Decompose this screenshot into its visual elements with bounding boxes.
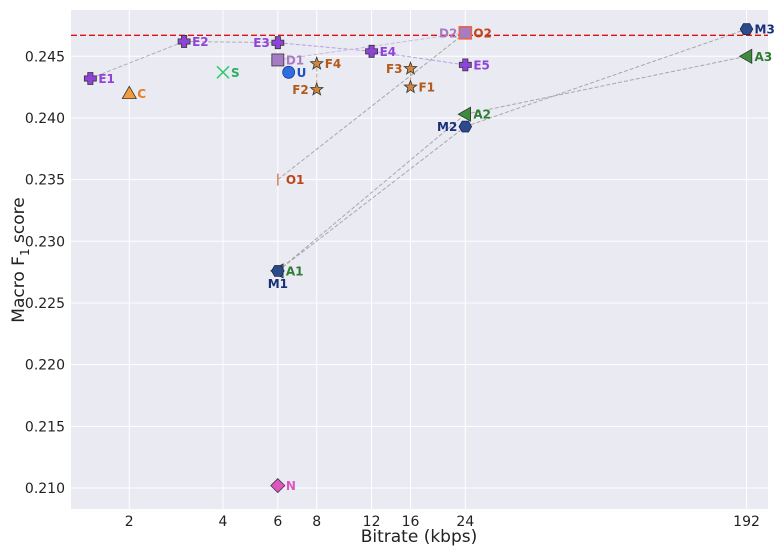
point-label-c: C: [137, 87, 146, 101]
marker-a3: [738, 48, 753, 64]
x-tick-label: 24: [456, 514, 474, 530]
y-axis-label-main: Macro F: [9, 256, 29, 323]
point-label-m1: M1: [268, 277, 288, 291]
tick-label-layer: 2 4 6 8 12 16 24 1920.2100.2150.2200.2250.2300.…: [25, 49, 760, 530]
y-tick-label: 0.225: [25, 296, 65, 312]
x-axis-label: Bitrate (kbps): [361, 527, 478, 547]
marker-f3: [403, 60, 418, 75]
point-label-d2: D2: [439, 26, 457, 40]
plot-background: [71, 10, 768, 509]
x-tick-label: 12: [363, 514, 381, 530]
point-label-e5: E5: [473, 58, 490, 72]
marker-e1: [83, 72, 97, 85]
point-label-a1: A1: [286, 264, 304, 278]
connector-line: [371, 50, 466, 66]
y-axis-label-tail: score: [9, 197, 29, 248]
x-tick-label: 2: [125, 514, 134, 530]
point-label-s: S: [231, 66, 240, 80]
x-tick-label: 6: [273, 514, 282, 530]
marker-m3: [739, 23, 754, 35]
point-label-f3: F3: [386, 62, 403, 76]
x-tick-label: 192: [733, 514, 760, 530]
y-tick-label: 0.235: [25, 173, 65, 189]
point-label-d1: D1: [286, 53, 304, 67]
point-label-o2: O2: [473, 26, 492, 40]
y-tick-label: 0.220: [25, 358, 65, 374]
point-label-m3: M3: [755, 23, 775, 37]
point-label-e3: E3: [253, 36, 270, 50]
connector-line: [277, 32, 466, 181]
x-tick-label: 16: [402, 514, 420, 530]
point-label-f2: F2: [292, 83, 309, 97]
marker-a2: [457, 106, 472, 122]
connector-line: [465, 28, 747, 128]
point-label-e2: E2: [192, 35, 209, 49]
point-label-a2: A2: [473, 108, 491, 122]
marker-e2: [177, 35, 191, 48]
grid-layer: [71, 10, 768, 509]
connector-line: [277, 113, 466, 272]
marker-o2: [458, 26, 473, 40]
point-label-e4: E4: [380, 45, 397, 59]
marker-s: [216, 65, 230, 79]
marker-e4: [365, 44, 378, 58]
point-label-m2: M2: [437, 120, 457, 134]
x-tick-label: 4: [219, 514, 228, 530]
connector-line: [184, 40, 278, 44]
connector-line: [277, 42, 372, 52]
y-axis-label-subscript: 1: [18, 248, 32, 256]
point-label-e1: E1: [98, 72, 115, 86]
y-axis-label: Macro F1 score: [9, 197, 32, 322]
y-tick-label: 0.230: [25, 234, 65, 250]
marker-e3: [271, 36, 285, 50]
y-tick-label: 0.210: [25, 481, 65, 497]
marker-d2: [458, 26, 472, 40]
point-label-f1: F1: [418, 81, 435, 95]
point-label-u: U: [297, 66, 307, 80]
connector-line: [277, 32, 466, 61]
y-tick-label: 0.240: [25, 111, 65, 127]
y-tick-label: 0.215: [25, 419, 65, 435]
marker-n: [270, 478, 286, 494]
point-label-layer: E1 E2 E3 E4 E5 C S D1 D2 U F1 F2 F3 F4 O1 O2 A1 A2 A3 M1 M2 M…: [98, 23, 774, 493]
connector-line: [90, 40, 185, 79]
marker-d1: [271, 53, 285, 67]
marker-u: [282, 65, 296, 79]
y-tick-label: 0.245: [25, 49, 65, 65]
marker-layer: [83, 23, 754, 494]
marker-f2: [309, 81, 325, 96]
marker-e5: [458, 58, 472, 72]
marker-f1: [403, 79, 418, 94]
marker-m1: [271, 265, 285, 277]
marker-m2: [458, 120, 473, 133]
point-label-a3: A3: [755, 50, 773, 64]
marker-f4: [309, 56, 325, 70]
marker-c: [121, 85, 137, 99]
x-tick-label: 8: [312, 514, 321, 530]
point-label-n: N: [286, 479, 296, 493]
point-label-o1: O1: [286, 173, 305, 187]
point-label-f4: F4: [325, 57, 342, 71]
connector-line: [277, 126, 466, 272]
